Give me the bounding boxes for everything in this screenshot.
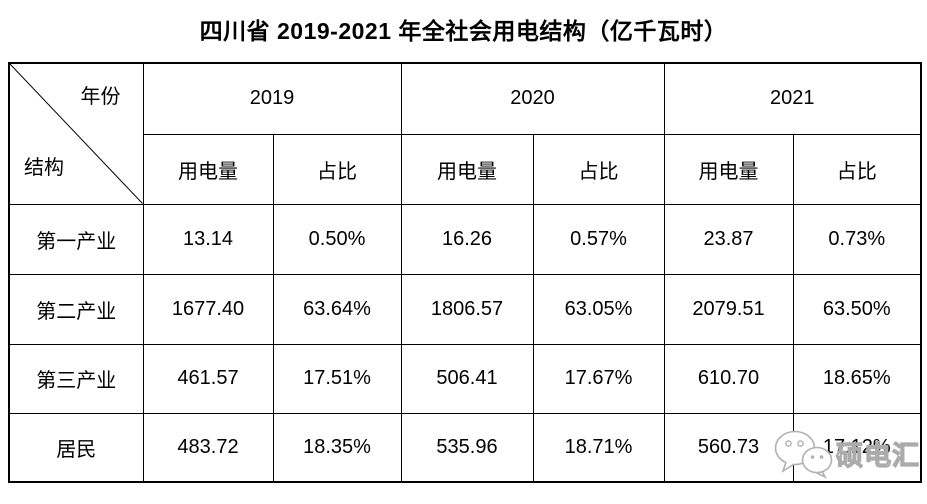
table-row-primary-industry: 第一产业 13.14 0.50% 16.26 0.57% 23.87 0.73% [8, 203, 922, 275]
cell-value: 18.71% [532, 412, 665, 483]
diagonal-divider-line [10, 64, 142, 203]
corner-year-label: 年份 [80, 86, 121, 108]
table-row-residents: 居民 483.72 18.35% 535.96 18.71% 560.73 17… [8, 412, 922, 483]
cell-value: 560.73 [663, 412, 794, 483]
year-header-2021: 2021 [663, 62, 922, 135]
cell-value: 2079.51 [663, 273, 794, 345]
page-title: 四川省 2019-2021 年全社会用电结构（亿千瓦时） [199, 18, 728, 44]
row-label: 第二产业 [8, 273, 144, 345]
cell-value: 63.64% [272, 273, 402, 345]
table-row-secondary-industry: 第二产业 1677.40 63.64% 1806.57 63.05% 2079.… [8, 273, 922, 345]
subheader-2019-share: 占比 [272, 133, 402, 205]
cell-value: 18.35% [272, 412, 402, 483]
row-label: 第一产业 [8, 203, 144, 275]
subheader-2021-share: 占比 [792, 133, 922, 205]
subheader-2020-consumption: 用电量 [400, 133, 534, 205]
cell-value: 18.65% [792, 343, 922, 414]
cell-value: 1806.57 [400, 273, 534, 345]
cell-value: 1677.40 [142, 273, 274, 345]
cell-value: 63.05% [532, 273, 665, 345]
cell-value: 13.14 [142, 203, 274, 275]
row-label: 居民 [8, 412, 144, 483]
cell-value: 17.51% [272, 343, 402, 414]
electricity-structure-table: 年份 结构 2019 2020 2021 用电量 占比 用电量 占比 用电量 占… [8, 62, 922, 483]
subheader-2020-share: 占比 [532, 133, 665, 205]
table-row-tertiary-industry: 第三产业 461.57 17.51% 506.41 17.67% 610.70 … [8, 343, 922, 414]
cell-value: 483.72 [142, 412, 274, 483]
cell-value: 506.41 [400, 343, 534, 414]
cell-value: 461.57 [142, 343, 274, 414]
cell-value: 23.87 [663, 203, 794, 275]
cell-value: 0.57% [532, 203, 665, 275]
year-header-2019: 2019 [142, 62, 402, 135]
header-row-subheaders: 用电量 占比 用电量 占比 用电量 占比 [9, 133, 922, 205]
subheader-2021-consumption: 用电量 [663, 133, 794, 205]
cell-value: 610.70 [663, 343, 794, 414]
cell-value: 0.73% [792, 203, 922, 275]
header-row-years: 年份 结构 2019 2020 2021 [8, 62, 922, 205]
cell-value: 16.26 [400, 203, 534, 275]
cell-value: 17.67% [532, 343, 665, 414]
cell-value: 535.96 [400, 412, 534, 483]
year-header-2020: 2020 [400, 62, 665, 135]
cell-value: 0.50% [272, 203, 402, 275]
corner-structure-label: 结构 [24, 156, 64, 179]
corner-cell: 年份 结构 [8, 62, 144, 205]
subheader-2019-consumption: 用电量 [142, 133, 274, 205]
cell-value: 17.12% [792, 412, 922, 483]
cell-value: 63.50% [792, 273, 922, 345]
row-label: 第三产业 [8, 343, 144, 414]
